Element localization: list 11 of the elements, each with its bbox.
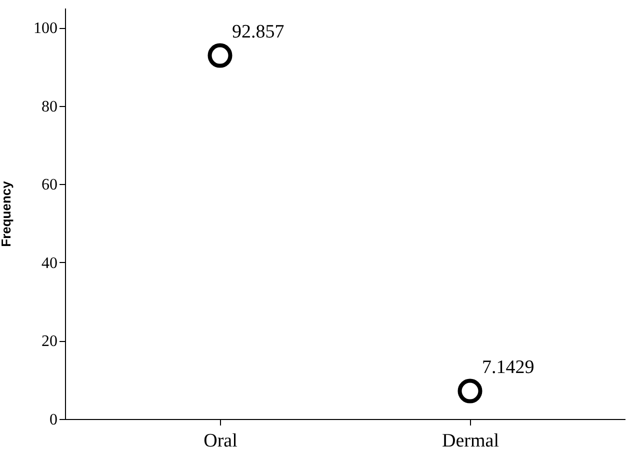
y-tick-label: 40	[42, 254, 58, 272]
x-tick-label: Oral	[204, 430, 238, 452]
y-tick-label: 100	[34, 20, 58, 38]
y-axis-title: Frequency	[0, 180, 14, 247]
y-tick-label: 80	[42, 98, 58, 116]
y-tick-label: 0	[50, 412, 58, 428]
data-label: 7.1429	[482, 357, 534, 378]
x-tick-label: Dermal	[442, 430, 499, 452]
y-tick-label: 60	[42, 176, 58, 194]
y-tick-label: 20	[42, 333, 58, 350]
data-label: 92.857	[232, 22, 284, 43]
